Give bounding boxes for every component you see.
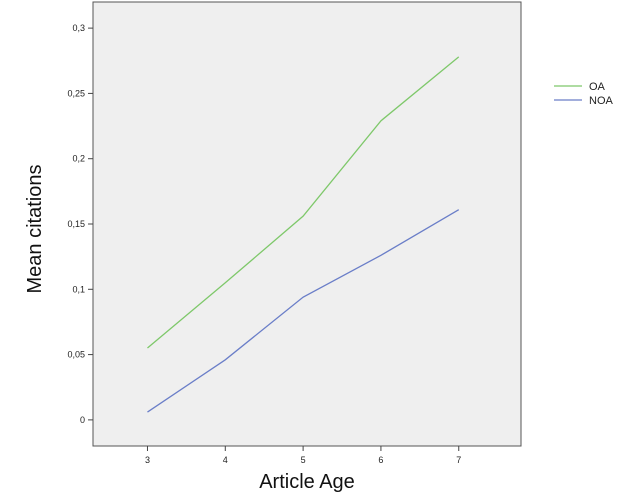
y-tick-label: 0,3	[72, 23, 85, 33]
x-tick-label: 4	[223, 455, 228, 465]
plot-area	[92, 1, 522, 447]
y-axis-title: Mean citations	[24, 165, 46, 294]
y-tick-label: 0,1	[72, 284, 85, 294]
y-tick-label: 0	[80, 415, 85, 425]
x-axis-title: Article Age	[259, 471, 355, 493]
legend: OA NOA	[554, 81, 614, 107]
series-layer	[147, 56, 460, 413]
x-tick-label: 6	[378, 455, 383, 465]
series-line-oa	[147, 56, 460, 349]
legend-label-oa: OA	[589, 81, 606, 93]
x-tick-label: 3	[145, 455, 150, 465]
series-line-noa	[147, 209, 460, 413]
y-tick-label: 0,2	[72, 154, 85, 164]
y-tick-label: 0,15	[67, 219, 85, 229]
legend-label-noa: NOA	[589, 95, 614, 107]
x-axis: 3 4 5 6 7	[145, 446, 461, 465]
x-tick-label: 5	[301, 455, 306, 465]
x-tick-label: 7	[456, 455, 461, 465]
y-tick-label: 0,05	[67, 350, 85, 360]
y-tick-label: 0,25	[67, 88, 85, 98]
y-axis: 0 0,05 0,1 0,15 0,2 0,25 0,3	[67, 23, 93, 425]
